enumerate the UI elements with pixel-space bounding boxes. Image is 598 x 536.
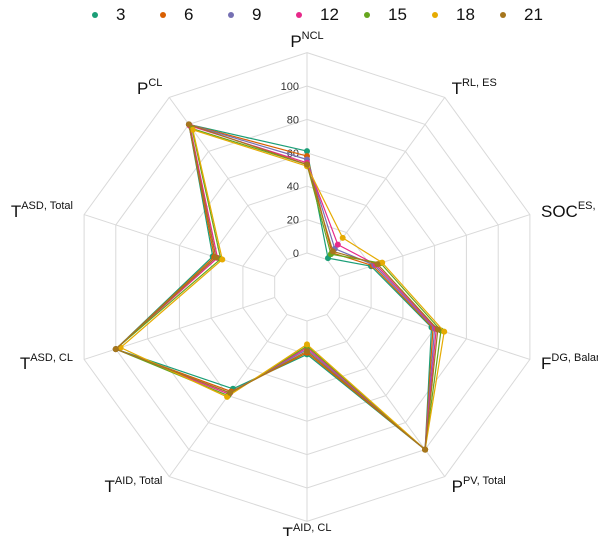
series-point bbox=[304, 348, 310, 355]
legend-label: 18 bbox=[456, 5, 475, 24]
series-point bbox=[374, 261, 381, 268]
legend-label: 12 bbox=[320, 5, 339, 24]
series-point bbox=[212, 254, 219, 261]
series-point bbox=[304, 341, 310, 348]
legend-dot bbox=[500, 12, 506, 18]
legend-item: 12 bbox=[296, 2, 339, 28]
legend-dot bbox=[432, 12, 438, 18]
series-point bbox=[304, 148, 310, 155]
axis-label: TASD, CL bbox=[20, 352, 73, 373]
legend-dot bbox=[296, 12, 302, 18]
series-point bbox=[112, 346, 119, 353]
axis-label: TRL, ES bbox=[452, 77, 497, 98]
series-point bbox=[227, 389, 234, 396]
series-line bbox=[115, 125, 437, 451]
series-line bbox=[115, 127, 442, 451]
legend-label: 6 bbox=[184, 5, 194, 24]
axis-label: TAID, CL bbox=[283, 522, 332, 536]
grid-spoke bbox=[326, 97, 446, 260]
legend-label: 15 bbox=[388, 5, 407, 24]
series-point bbox=[434, 326, 441, 333]
r-tick-label: 80 bbox=[287, 114, 299, 126]
legend-label: 9 bbox=[252, 5, 262, 24]
series-point bbox=[379, 259, 386, 266]
series-point bbox=[185, 121, 192, 128]
series-point bbox=[334, 241, 341, 248]
r-tick-label: 100 bbox=[281, 81, 299, 93]
axis-label: PCL bbox=[137, 77, 162, 98]
r-tick-label: 0 bbox=[293, 248, 299, 260]
series-point bbox=[219, 256, 226, 263]
legend-item: 6 bbox=[160, 2, 193, 28]
grid-ring-0 bbox=[274, 252, 340, 322]
series-point bbox=[422, 446, 429, 453]
grid-spoke bbox=[83, 214, 275, 277]
legend: 3 6 9 12 15 18 21 bbox=[0, 2, 598, 28]
legend-dot bbox=[160, 12, 166, 18]
series-line bbox=[115, 123, 433, 451]
legend-item: 9 bbox=[228, 2, 261, 28]
legend-item: 3 bbox=[92, 2, 125, 28]
series-point bbox=[189, 126, 196, 133]
r-tick-label: 20 bbox=[287, 215, 299, 227]
axis-label: PNCL bbox=[290, 30, 323, 51]
legend-label: 3 bbox=[116, 5, 126, 24]
axis-label: SOCES, Balance bbox=[541, 200, 598, 221]
legend-item: 15 bbox=[364, 2, 407, 28]
series-point bbox=[329, 248, 336, 255]
series-point bbox=[304, 161, 310, 168]
legend-item: 18 bbox=[432, 2, 475, 28]
legend-dot bbox=[92, 12, 98, 18]
legend-dot bbox=[228, 12, 234, 18]
axis-label: TAID, Total bbox=[105, 475, 163, 496]
legend-dot bbox=[364, 12, 370, 18]
series-point bbox=[339, 234, 346, 241]
axis-label: PPV, Total bbox=[452, 475, 506, 496]
series-point bbox=[441, 328, 448, 335]
r-tick-label: 40 bbox=[287, 181, 299, 193]
legend-label: 21 bbox=[524, 5, 543, 24]
axis-label: FDG, Balance bbox=[541, 352, 598, 373]
axis-label: TASD, Total bbox=[11, 200, 73, 221]
legend-item: 21 bbox=[500, 2, 543, 28]
